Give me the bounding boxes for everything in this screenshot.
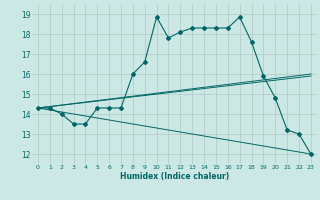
X-axis label: Humidex (Indice chaleur): Humidex (Indice chaleur) [120, 172, 229, 181]
